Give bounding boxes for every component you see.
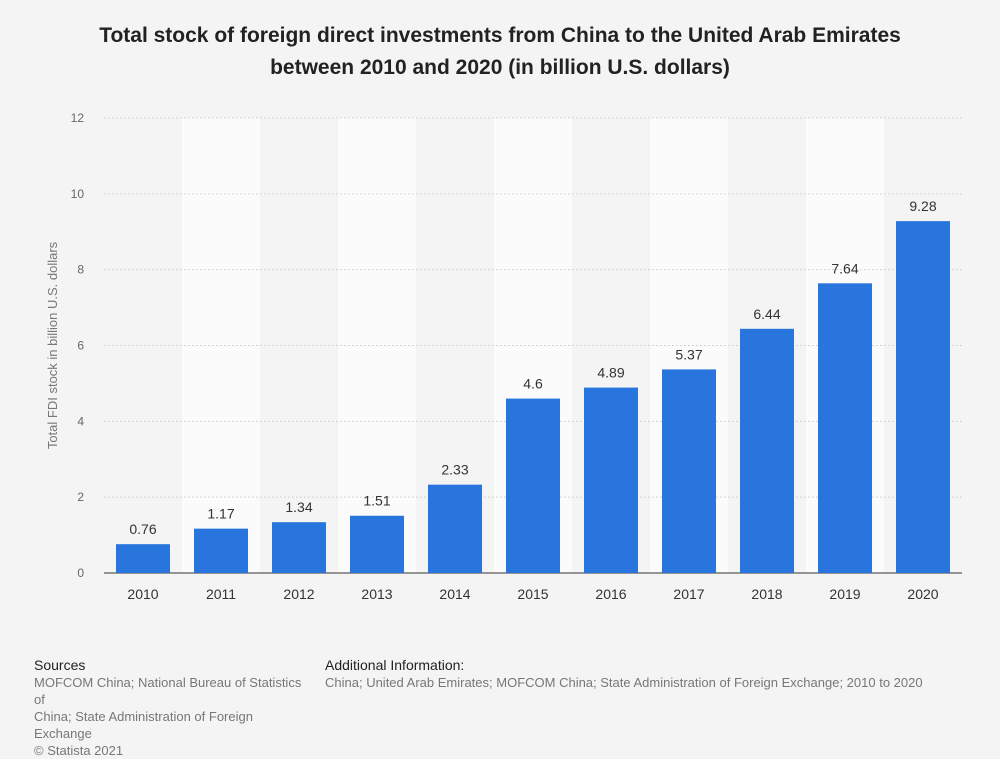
sources-block: Sources MOFCOM China; National Bureau of… [34,657,304,759]
data-label: 4.6 [523,376,543,392]
chart-title-line-2: between 2010 and 2020 (in billion U.S. d… [270,56,730,79]
x-tick-label: 2017 [673,586,704,602]
copyright: © Statista 2021 [34,743,124,758]
additional-info-text: China; United Arab Emirates; MOFCOM Chin… [325,675,923,690]
bar [740,328,794,573]
sources-line: MOFCOM China; National Bureau of Statist… [34,675,302,707]
data-label: 9.28 [909,198,936,214]
data-label: 1.17 [207,506,234,522]
bar [116,544,170,573]
y-tick-label: 10 [71,187,85,201]
y-tick-label: 6 [77,339,84,353]
bar [194,528,248,573]
data-label: 2.33 [441,462,468,478]
chart-title: Total stock of foreign direct investment… [0,20,1000,84]
x-tick-label: 2014 [439,586,470,602]
bar [272,522,326,573]
x-tick-label: 2012 [283,586,314,602]
x-tick-label: 2019 [829,586,860,602]
sources-heading: Sources [34,657,86,673]
data-label: 6.44 [753,306,780,322]
chart-title-line-1: Total stock of foreign direct investment… [99,24,901,47]
bar-chart: 0 2 4 6 8 10 12 Total FDI stock in billion U.S.… [45,111,962,602]
sources-line: China; State Administration of Foreign E… [34,709,253,741]
additional-info-heading: Additional Information: [325,657,465,673]
bar [662,369,716,573]
x-tick-label: 2011 [206,586,236,602]
additional-info-block: Additional Information: China; United Ar… [325,657,965,691]
bar [896,221,950,573]
x-tick-label: 2013 [361,586,392,602]
x-tick-label: 2015 [517,586,548,602]
y-axis-title: Total FDI stock in billion U.S. dollars [45,241,60,449]
y-tick-label: 8 [77,263,84,277]
y-tick-label: 12 [71,111,85,125]
bar [818,283,872,573]
bar [350,515,404,573]
bar [428,484,482,573]
y-tick-label: 0 [77,566,84,580]
data-label: 7.64 [831,260,858,276]
y-tick-label: 2 [77,490,84,504]
data-label: 0.76 [129,521,156,537]
data-label: 1.34 [285,499,312,515]
bar [506,398,560,573]
data-label: 1.51 [363,493,390,509]
data-label: 5.37 [675,346,702,362]
x-tick-label: 2018 [751,586,782,602]
data-label: 4.89 [597,365,624,381]
bar [584,387,638,573]
x-tick-label: 2010 [127,586,158,602]
y-tick-label: 4 [77,414,84,428]
x-tick-label: 2016 [595,586,626,602]
x-tick-label: 2020 [907,586,938,602]
